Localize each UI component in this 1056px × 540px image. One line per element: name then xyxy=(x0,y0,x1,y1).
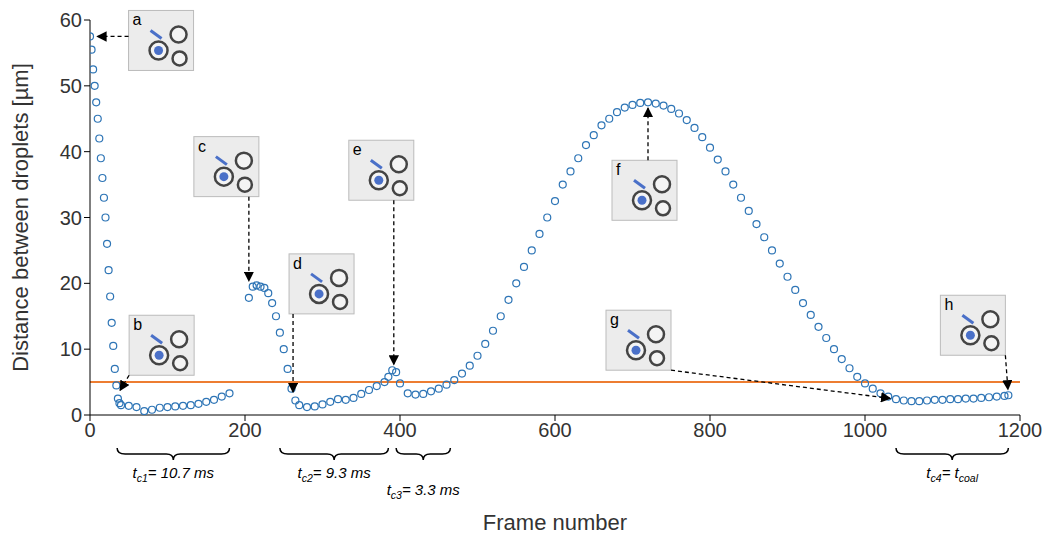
svg-text:60: 60 xyxy=(60,9,82,31)
svg-text:20: 20 xyxy=(60,272,82,294)
svg-text:b: b xyxy=(133,316,142,333)
svg-text:d: d xyxy=(293,255,302,272)
svg-text:30: 30 xyxy=(60,207,82,229)
svg-text:10: 10 xyxy=(60,338,82,360)
svg-text:0: 0 xyxy=(71,404,82,426)
svg-text:tc1= 10.7 ms: tc1= 10.7 ms xyxy=(133,464,215,484)
svg-text:400: 400 xyxy=(383,419,416,441)
svg-text:40: 40 xyxy=(60,141,82,163)
svg-text:c: c xyxy=(198,138,206,155)
svg-text:a: a xyxy=(133,11,142,28)
svg-text:e: e xyxy=(353,141,362,158)
svg-text:f: f xyxy=(616,161,621,178)
svg-text:1200: 1200 xyxy=(998,419,1043,441)
svg-text:800: 800 xyxy=(693,419,726,441)
svg-text:Distance between droplets [µm]: Distance between droplets [µm] xyxy=(8,63,33,372)
svg-text:tc3= 3.3 ms: tc3= 3.3 ms xyxy=(387,481,461,501)
svg-text:200: 200 xyxy=(228,419,261,441)
svg-text:600: 600 xyxy=(538,419,571,441)
svg-text:1000: 1000 xyxy=(843,419,888,441)
svg-text:h: h xyxy=(944,296,953,313)
svg-text:50: 50 xyxy=(60,75,82,97)
svg-text:g: g xyxy=(610,311,619,328)
svg-text:Frame number: Frame number xyxy=(483,510,627,535)
svg-text:tc2= 9.3 ms: tc2= 9.3 ms xyxy=(298,464,372,484)
svg-text:tc4= tcoal: tc4= tcoal xyxy=(926,464,978,484)
svg-text:0: 0 xyxy=(84,419,95,441)
